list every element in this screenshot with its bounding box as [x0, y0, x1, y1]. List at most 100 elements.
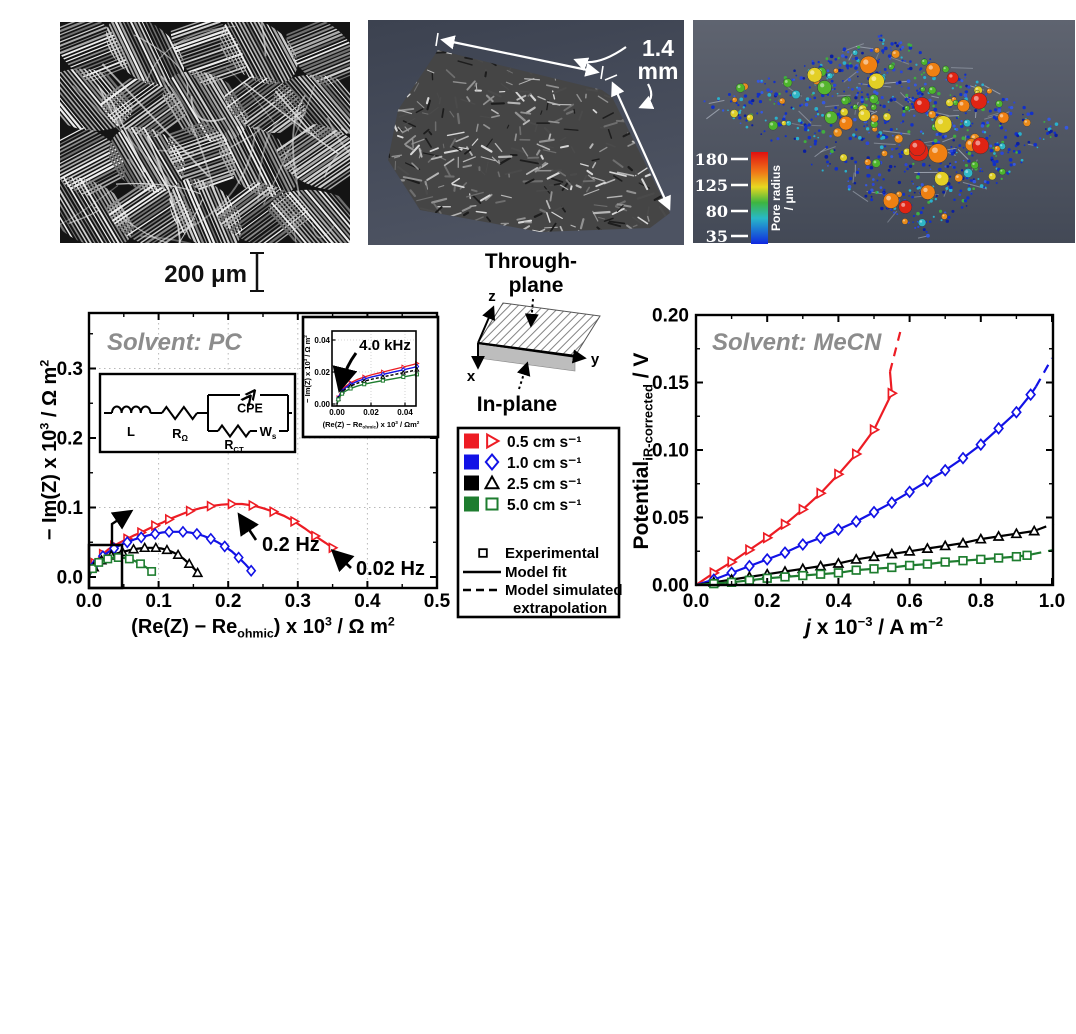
- legend-flowrate-0.5: 0.5 cm s⁻¹: [507, 434, 582, 451]
- legend-extrapolation-label-line2: extrapolation: [513, 600, 607, 617]
- in-plane-arrow: [516, 361, 531, 390]
- annotation-0.02hz: 0.02 Hz: [356, 558, 425, 580]
- svg-text:0.04: 0.04: [397, 408, 413, 417]
- svg-text:− Im(Z) x 103 / Ω m2: − Im(Z) x 103 / Ω m2: [37, 360, 61, 541]
- dimension-annotation: 1.4 mm: [435, 32, 679, 211]
- legend-box: [456, 426, 621, 619]
- legend-swatch-0: [464, 433, 479, 449]
- legend-extrapolation-label-line1: Model simulated: [505, 582, 623, 599]
- scale-bar-label: 200 μm: [164, 261, 247, 288]
- legend-swatch-2: [464, 475, 479, 491]
- polarization-overlay: Solvent: MeCN: [712, 329, 882, 356]
- svg-text:0.15: 0.15: [652, 373, 689, 394]
- svg-text:0.20: 0.20: [652, 306, 689, 327]
- svg-text:0.5: 0.5: [424, 591, 451, 612]
- in-plane-label: In-plane: [477, 393, 558, 416]
- svg-text:0.1: 0.1: [145, 591, 172, 612]
- svg-text:PotentialiR-corrected / V: PotentialiR-corrected / V: [630, 353, 656, 550]
- y-axis-arrow: [477, 342, 587, 364]
- svg-text:0.0: 0.0: [76, 591, 102, 612]
- svg-text:0.02: 0.02: [314, 368, 330, 377]
- x-axis-label: x: [467, 368, 476, 385]
- polarization-series-0: [695, 325, 903, 586]
- chart-legend: 0.5 cm s⁻¹ 1.0 cm s⁻¹ 2.5 cm s⁻¹ 5.0 cm …: [456, 426, 623, 619]
- svg-text:0.05: 0.05: [652, 508, 689, 529]
- nyquist-title: Solvent: PC: [107, 329, 242, 356]
- colorbar-tick-35: 35: [706, 227, 728, 246]
- pore-network-spheres: [703, 34, 1069, 239]
- svg-text:0.10: 0.10: [652, 441, 689, 462]
- through-plane-label-line1: Through-: [485, 250, 577, 273]
- legend-swatch-3: [464, 496, 479, 512]
- pore-colorbar-ticks: [731, 157, 748, 238]
- tomography-panel: 1.4 mm: [368, 20, 684, 245]
- dimension-unit: mm: [638, 58, 679, 84]
- scale-bar-icon: [250, 252, 264, 292]
- annotation-0.02hz-arrow: [330, 548, 355, 573]
- z-axis-arrow: [477, 305, 496, 344]
- polarization-series-1: [695, 357, 1053, 587]
- svg-text:0.3: 0.3: [57, 359, 83, 380]
- svg-text:0.00: 0.00: [652, 576, 689, 597]
- svg-text:1.0: 1.0: [1039, 591, 1065, 612]
- legend-flowrate-5.0: 5.0 cm s⁻¹: [507, 497, 582, 514]
- y-axis-label: y: [591, 351, 600, 368]
- svg-text:0.4: 0.4: [825, 591, 852, 612]
- colorbar-tick-180: 180: [695, 150, 728, 169]
- svg-text:0.00: 0.00: [329, 408, 345, 417]
- svg-text:0.8: 0.8: [968, 591, 994, 612]
- svg-text:0.2: 0.2: [215, 591, 241, 612]
- z-axis-label: z: [488, 288, 496, 305]
- colorbar-tick-80: 80: [706, 202, 728, 221]
- circuit-label-L: L: [127, 424, 135, 439]
- svg-text:0.2: 0.2: [754, 591, 780, 612]
- polarization-title: Solvent: MeCN: [712, 329, 882, 356]
- circuit-label-CPE: CPE: [237, 402, 263, 416]
- pore-colorbar-gradient: [751, 152, 768, 244]
- legend-experimental-label: Experimental: [505, 545, 599, 562]
- circuit-label-Rohm: RΩ: [172, 426, 188, 443]
- colorbar-tick-125: 125: [695, 176, 728, 195]
- high-frequency-inset-chart: 0.00 0.02 0.04 0.00 0.02 0.04 (Re(Z) − Reohmic…: [301, 315, 440, 439]
- zoom-region-box: [87, 543, 124, 590]
- annotation-4khz: 4.0 kHz: [359, 337, 411, 354]
- zoom-region-arrow: [110, 509, 134, 545]
- colorbar-label-line2: / μm: [782, 186, 796, 211]
- svg-text:− Im(Z) x 103 / Ω m2: − Im(Z) x 103 / Ω m2: [303, 335, 312, 403]
- svg-text:0.4: 0.4: [354, 591, 381, 612]
- svg-text:0.6: 0.6: [896, 591, 922, 612]
- svg-text:0.0: 0.0: [57, 568, 83, 589]
- circuit-label-Ws: Ws: [260, 424, 277, 441]
- sem-image-panel: [60, 22, 350, 243]
- svg-text:0.00: 0.00: [314, 400, 330, 409]
- polarization-chart: 0.0 0.2 0.4 0.6 0.8 1.0 0.00 0.05 0.10 0.15 0.20 j …: [630, 306, 1065, 640]
- axes-arrows: [471, 305, 587, 370]
- dimension-arrows: [435, 32, 671, 211]
- svg-text:0.1: 0.1: [57, 498, 84, 519]
- dimension-value: 1.4: [642, 35, 674, 61]
- through-plane-arrow: [524, 298, 539, 328]
- orientation-schematic: Through- plane z x y In-plane: [467, 250, 601, 416]
- legend-model-fit-label: Model fit: [505, 564, 567, 581]
- through-plane-label-line2: plane: [509, 274, 564, 297]
- svg-text:0.3: 0.3: [285, 591, 311, 612]
- circuit-label-RCT: RCT: [224, 438, 244, 454]
- svg-text:0.0: 0.0: [683, 591, 709, 612]
- nyquist-overlay: Solvent: PC 0.2 Hz 0.02 Hz: [87, 329, 425, 590]
- svg-text:(Re(Z) − Reohmic) x 103 / Ω m2: (Re(Z) − Reohmic) x 103 / Ω m2: [131, 614, 395, 640]
- svg-text:0.02: 0.02: [363, 408, 379, 417]
- svg-text:j x 10−3 / A m−2: j x 10−3 / A m−2: [802, 614, 943, 639]
- annotation-0.2hz-arrow: [237, 512, 260, 541]
- legend-markers: [463, 432, 501, 592]
- svg-text:0.04: 0.04: [314, 336, 330, 345]
- scale-bar: 200 μm: [164, 252, 264, 292]
- annotation-0.2hz: 0.2 Hz: [262, 534, 320, 556]
- legend-flowrate-2.5: 2.5 cm s⁻¹: [507, 476, 582, 493]
- colorbar-label-line1: Pore radius: [769, 165, 783, 231]
- pore-network-panel: 180 125 80 35 Pore radius / μm: [693, 20, 1075, 246]
- legend-flowrate-1.0: 1.0 cm s⁻¹: [507, 455, 582, 472]
- svg-text:(Re(Z) − Reohmic) x 103 / Ωm2: (Re(Z) − Reohmic) x 103 / Ωm2: [323, 420, 420, 430]
